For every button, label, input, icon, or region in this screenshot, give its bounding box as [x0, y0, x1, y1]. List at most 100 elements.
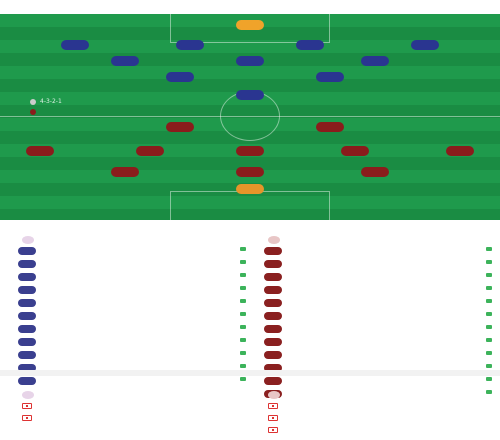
- sub-row[interactable]: [264, 335, 500, 348]
- sub-number: [264, 324, 282, 333]
- sub-arrow-icon: [486, 286, 492, 290]
- home-player[interactable]: [345, 56, 405, 67]
- away-player[interactable]: [325, 146, 385, 157]
- away-player[interactable]: [300, 122, 360, 133]
- sub-row[interactable]: [18, 257, 254, 270]
- home-formation-label: 4-3-2-1: [40, 98, 62, 105]
- sub-arrow-icon: [240, 312, 246, 316]
- injury-icon: [268, 415, 278, 421]
- jersey-number: [316, 122, 344, 132]
- home-player[interactable]: [45, 40, 105, 51]
- sub-row[interactable]: [264, 322, 500, 335]
- away-penalty-box: [170, 191, 330, 220]
- sub-row[interactable]: [18, 244, 254, 257]
- injury-row: [268, 424, 500, 436]
- sub-event: [240, 312, 248, 316]
- injury-row: [22, 412, 258, 424]
- jersey-number: [236, 56, 264, 66]
- away-team-logo-icon: [268, 391, 280, 399]
- sub-event: [486, 377, 494, 381]
- home-team-logo-icon: [22, 391, 34, 399]
- home-player[interactable]: [220, 56, 280, 67]
- sub-event: [486, 260, 494, 264]
- sub-event: [486, 312, 494, 316]
- sub-number: [264, 376, 282, 385]
- away-player[interactable]: [10, 146, 70, 157]
- away-player[interactable]: [120, 146, 180, 157]
- away-player[interactable]: [220, 167, 280, 178]
- jersey-number: [446, 146, 474, 156]
- jersey-number: [166, 72, 194, 82]
- sub-event: [240, 260, 248, 264]
- sub-arrow-icon: [486, 260, 492, 264]
- sub-row[interactable]: [264, 257, 500, 270]
- sub-event: [486, 338, 494, 342]
- sub-row[interactable]: [264, 348, 500, 361]
- away-player[interactable]: [345, 167, 405, 178]
- jersey-number: [316, 72, 344, 82]
- sub-number: [264, 246, 282, 255]
- sub-arrow-icon: [240, 364, 246, 368]
- away-player[interactable]: [95, 167, 155, 178]
- sub-event: [240, 338, 248, 342]
- injury-icon: [22, 415, 32, 421]
- sub-row[interactable]: [18, 374, 254, 387]
- sub-number: [18, 350, 36, 359]
- home-player[interactable]: [300, 72, 360, 83]
- sub-row[interactable]: [264, 270, 500, 283]
- sub-arrow-icon: [240, 299, 246, 303]
- sub-number: [18, 298, 36, 307]
- sub-row[interactable]: [264, 244, 500, 257]
- away-formation: [30, 109, 40, 115]
- sub-row[interactable]: [264, 361, 500, 374]
- injury-row: [22, 400, 258, 412]
- sub-row[interactable]: [264, 309, 500, 322]
- sub-row[interactable]: [18, 348, 254, 361]
- sub-row[interactable]: [264, 374, 500, 387]
- away-team-logo-icon: [268, 236, 280, 244]
- sub-event: [486, 364, 494, 368]
- sub-row[interactable]: [18, 283, 254, 296]
- away-injury-list: [268, 400, 500, 436]
- sub-row[interactable]: [264, 387, 500, 400]
- sub-event: [240, 273, 248, 277]
- section-divider: [0, 370, 500, 376]
- away-player[interactable]: [150, 122, 210, 133]
- home-formation: 4-3-2-1: [30, 98, 62, 105]
- sub-event: [240, 299, 248, 303]
- home-penalty-box: [170, 14, 330, 43]
- sub-row[interactable]: [18, 296, 254, 309]
- home-player[interactable]: [395, 40, 455, 51]
- jersey-number: [176, 40, 204, 50]
- away-player[interactable]: [220, 184, 280, 195]
- home-player[interactable]: [150, 72, 210, 83]
- jersey-number: [111, 56, 139, 66]
- injury-home-head: [22, 391, 40, 399]
- sub-row[interactable]: [18, 335, 254, 348]
- sub-row[interactable]: [18, 322, 254, 335]
- sub-arrow-icon: [486, 338, 492, 342]
- home-team-dot-icon: [30, 98, 36, 105]
- home-player[interactable]: [220, 20, 280, 31]
- sub-number: [18, 337, 36, 346]
- home-player[interactable]: [280, 40, 340, 51]
- away-player[interactable]: [430, 146, 490, 157]
- sub-row[interactable]: [264, 283, 500, 296]
- sub-row[interactable]: [18, 309, 254, 322]
- home-player[interactable]: [220, 90, 280, 101]
- home-injury-list: [22, 400, 258, 424]
- sub-row[interactable]: [18, 270, 254, 283]
- sub-row[interactable]: [264, 296, 500, 309]
- home-player[interactable]: [160, 40, 220, 51]
- sub-arrow-icon: [240, 325, 246, 329]
- sub-arrow-icon: [486, 325, 492, 329]
- jersey-number: [111, 167, 139, 177]
- sub-event: [486, 325, 494, 329]
- sub-arrow-icon: [240, 377, 246, 381]
- injury-away-head: [268, 391, 286, 399]
- sub-row[interactable]: [18, 361, 254, 374]
- away-player[interactable]: [220, 146, 280, 157]
- home-player[interactable]: [95, 56, 155, 67]
- jersey-number: [411, 40, 439, 50]
